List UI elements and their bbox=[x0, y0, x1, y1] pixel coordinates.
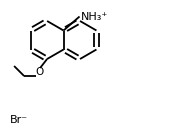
Text: Br⁻: Br⁻ bbox=[10, 115, 28, 125]
Text: O: O bbox=[35, 67, 43, 77]
Text: NH₃⁺: NH₃⁺ bbox=[81, 11, 108, 22]
